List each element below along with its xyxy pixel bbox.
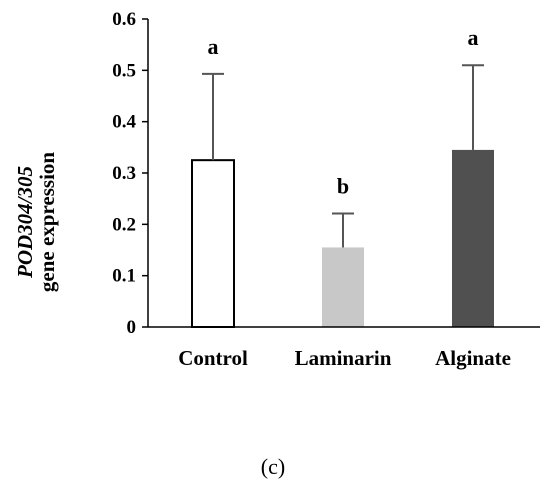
y-axis-label-line2: gene expression xyxy=(35,152,59,293)
y-axis-label-line1: POD304/305 xyxy=(13,166,37,279)
bar-alginate xyxy=(452,149,494,327)
significance-label-laminarin: b xyxy=(337,174,349,199)
error-bars-group xyxy=(202,64,484,248)
y-axis-ticks: 0 0.1 0.2 0.3 0.4 0.5 0.6 xyxy=(112,9,148,338)
panel-label: (c) xyxy=(261,454,285,479)
bar-control xyxy=(191,159,235,328)
y-tick-label: 0 xyxy=(127,317,137,338)
significance-labels: a b a xyxy=(208,25,479,198)
category-label-control: Control xyxy=(178,346,248,370)
y-tick-label: 0.2 xyxy=(112,214,136,235)
category-labels: Control Laminarin Alginate xyxy=(178,346,511,370)
significance-label-alginate: a xyxy=(468,25,479,50)
y-axis-label: POD304/305 gene expression xyxy=(13,152,59,293)
y-tick-label: 0.6 xyxy=(112,9,136,30)
y-tick-label: 0.5 xyxy=(112,60,136,81)
significance-label-control: a xyxy=(208,34,219,59)
y-tick-label: 0.3 xyxy=(112,163,136,184)
y-tick-label: 0.4 xyxy=(112,112,136,133)
y-tick-label: 0.1 xyxy=(112,266,136,287)
bar-laminarin xyxy=(322,247,364,327)
category-label-laminarin: Laminarin xyxy=(295,346,392,370)
category-label-alginate: Alginate xyxy=(435,346,511,370)
